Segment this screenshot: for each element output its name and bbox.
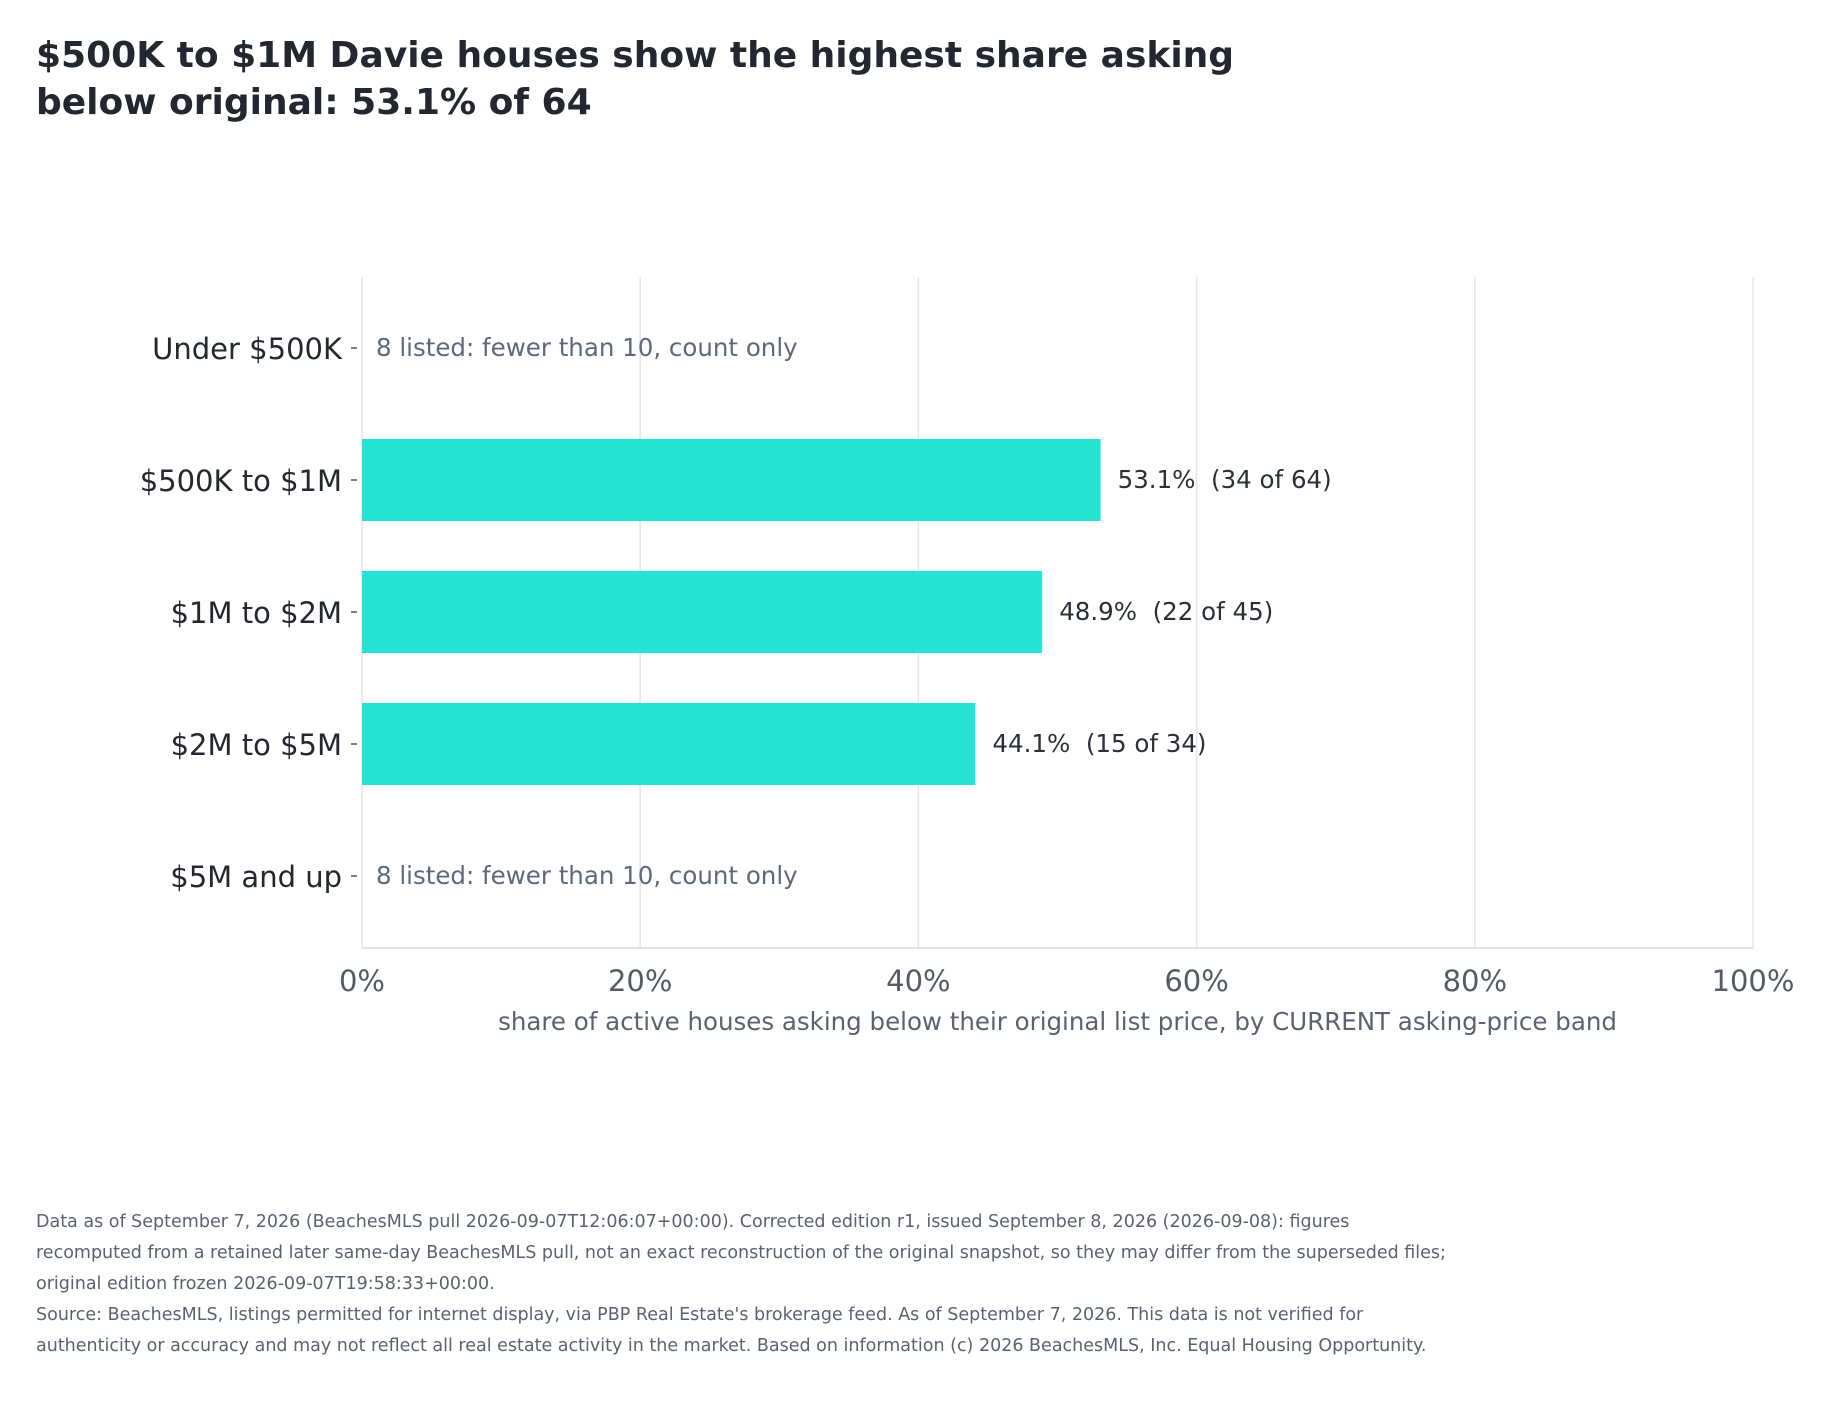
x-tick-label: 60% bbox=[1164, 964, 1228, 998]
edition-note: Data as of September 7, 2026 (BeachesMLS… bbox=[36, 1212, 1446, 1294]
x-tick-label: 20% bbox=[608, 964, 672, 998]
bar-value-label: 44.1% (15 of 34) bbox=[992, 729, 1206, 758]
bar-value-label: 53.1% (34 of 64) bbox=[1118, 465, 1332, 494]
category-label: $1M to $2M bbox=[171, 596, 342, 630]
category-label: $5M and up bbox=[170, 860, 342, 894]
source-note: Source: BeachesMLS, listings permitted f… bbox=[36, 1305, 1427, 1356]
bar-chart: 0% 20% 40% 60% 80% 100% share of active houses… bbox=[140, 277, 1795, 1036]
x-tick-label: 40% bbox=[886, 964, 950, 998]
category-label: $500K to $1M bbox=[140, 464, 342, 498]
category-label: $2M to $5M bbox=[171, 728, 342, 762]
x-tick-label: 80% bbox=[1443, 964, 1507, 998]
x-tick-label: 0% bbox=[339, 964, 385, 998]
chart-title: $500K to $1M Davie houses show the highe… bbox=[36, 35, 1235, 123]
bar bbox=[362, 439, 1101, 521]
bar bbox=[362, 703, 976, 785]
x-tick-label: 100% bbox=[1712, 964, 1795, 998]
footnotes: Data as of September 7, 2026 (BeachesMLS… bbox=[36, 1207, 1456, 1362]
count-only-note: 8 listed: fewer than 10, count only bbox=[376, 861, 798, 890]
category-label: Under $500K bbox=[152, 332, 343, 366]
x-axis-label: share of active houses asking below thei… bbox=[498, 1007, 1617, 1036]
bar-value-label: 48.9% (22 of 45) bbox=[1059, 597, 1273, 626]
count-only-note: 8 listed: fewer than 10, count only bbox=[376, 333, 798, 362]
bar bbox=[362, 571, 1043, 653]
